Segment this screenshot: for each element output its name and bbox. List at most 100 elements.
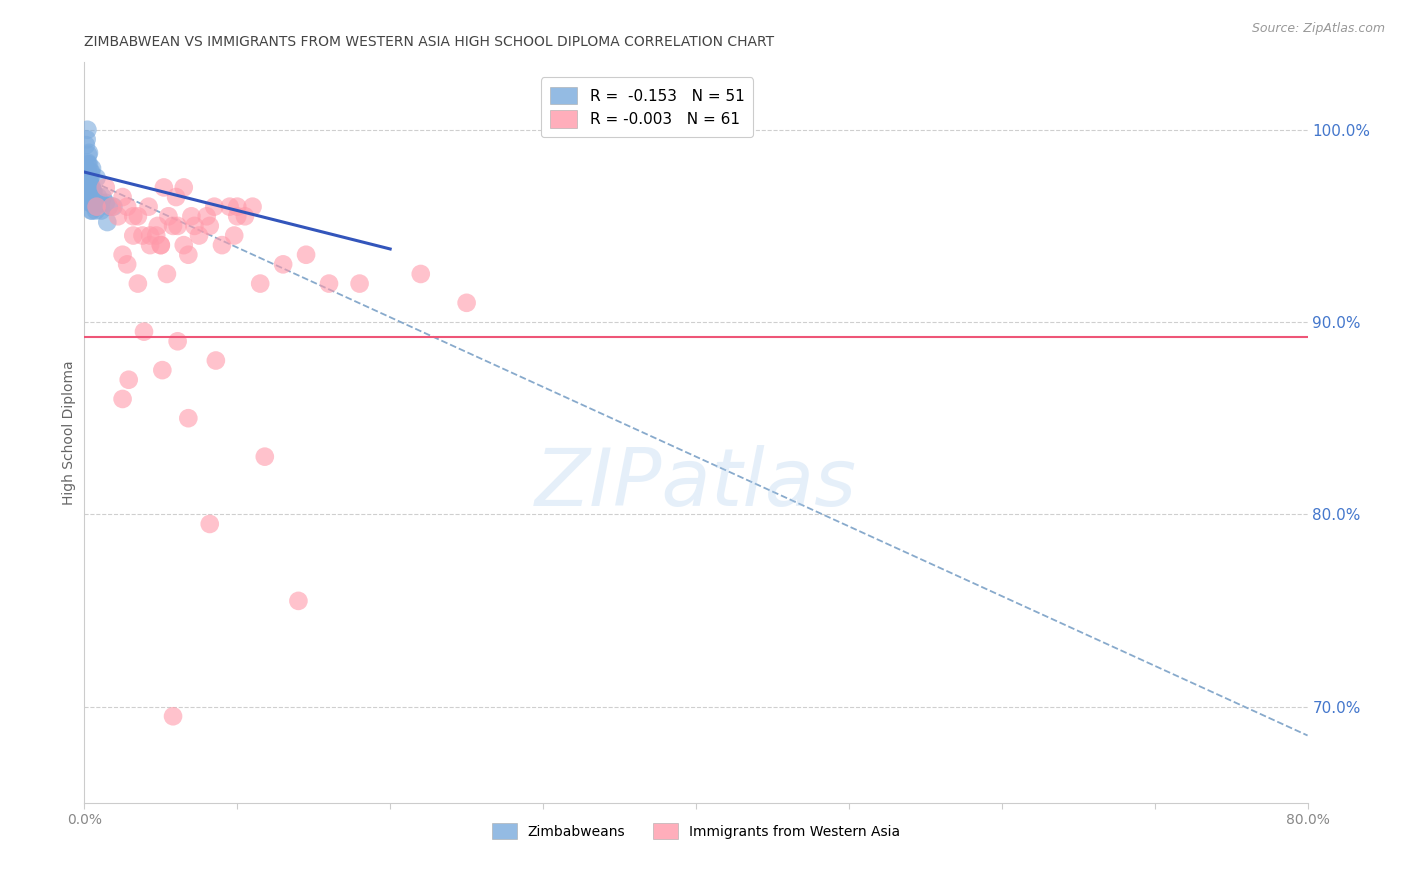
- Point: [90, 203, 112, 218]
- Point: [90, 195, 112, 210]
- Point: [87, 190, 110, 204]
- Point: [111, 190, 134, 204]
- Point: [654, 113, 676, 128]
- Point: [76, 163, 98, 178]
- Point: [180, 209, 202, 223]
- Point: [149, 238, 172, 252]
- Point: [242, 200, 264, 214]
- Text: ZIPatlas: ZIPatlas: [534, 445, 858, 524]
- Point: [103, 200, 125, 214]
- Point: [226, 200, 249, 214]
- Point: [198, 516, 221, 531]
- Point: [205, 353, 228, 368]
- Point: [409, 267, 432, 281]
- Point: [218, 200, 240, 214]
- Text: ZIMBABWEAN VS IMMIGRANTS FROM WESTERN ASIA HIGH SCHOOL DIPLOMA CORRELATION CHART: ZIMBABWEAN VS IMMIGRANTS FROM WESTERN AS…: [84, 35, 775, 49]
- Point: [166, 219, 188, 233]
- Point: [80, 203, 103, 218]
- Point: [86, 194, 108, 208]
- Point: [177, 411, 200, 425]
- Text: Source: ZipAtlas.com: Source: ZipAtlas.com: [1251, 22, 1385, 36]
- Point: [127, 209, 149, 223]
- Point: [77, 157, 100, 171]
- Point: [83, 195, 105, 210]
- Point: [79, 182, 101, 196]
- Point: [177, 248, 200, 262]
- Point: [80, 161, 103, 176]
- Point: [82, 190, 104, 204]
- Point: [198, 219, 221, 233]
- Point: [79, 190, 101, 204]
- Point: [94, 195, 117, 210]
- Point: [77, 173, 100, 187]
- Point: [80, 195, 103, 210]
- Point: [77, 173, 100, 187]
- Point: [173, 180, 195, 194]
- Point: [79, 182, 101, 196]
- Point: [115, 200, 138, 214]
- Point: [76, 155, 98, 169]
- Point: [165, 190, 187, 204]
- Point: [295, 248, 318, 262]
- Point: [75, 138, 97, 153]
- Point: [122, 209, 145, 223]
- Point: [80, 180, 103, 194]
- Point: [456, 295, 478, 310]
- Point: [76, 132, 98, 146]
- Point: [145, 228, 167, 243]
- Point: [149, 238, 172, 252]
- Point: [183, 219, 205, 233]
- Point: [150, 363, 173, 377]
- Point: [97, 200, 120, 214]
- Point: [91, 190, 114, 204]
- Point: [115, 257, 138, 271]
- Point: [271, 257, 294, 271]
- Point: [84, 203, 107, 218]
- Point: [83, 195, 105, 210]
- Point: [94, 180, 117, 194]
- Point: [77, 190, 100, 204]
- Point: [195, 209, 218, 223]
- Point: [80, 182, 103, 196]
- Point: [76, 173, 98, 187]
- Point: [79, 195, 101, 210]
- Point: [132, 325, 155, 339]
- Point: [86, 170, 108, 185]
- Point: [162, 219, 184, 233]
- Point: [79, 177, 101, 191]
- Point: [139, 238, 162, 252]
- Point: [153, 180, 176, 194]
- Point: [79, 165, 101, 179]
- Point: [79, 175, 101, 189]
- Point: [80, 203, 103, 218]
- Point: [146, 219, 169, 233]
- Point: [80, 195, 103, 210]
- Point: [76, 182, 98, 196]
- Point: [156, 267, 179, 281]
- Point: [131, 228, 153, 243]
- Point: [82, 184, 104, 198]
- Point: [287, 594, 309, 608]
- Point: [84, 200, 107, 214]
- Point: [139, 228, 162, 243]
- Point: [83, 184, 105, 198]
- Point: [86, 200, 108, 214]
- Point: [138, 200, 160, 214]
- Point: [80, 165, 103, 179]
- Point: [318, 277, 340, 291]
- Point: [79, 170, 101, 185]
- Point: [76, 157, 98, 171]
- Point: [253, 450, 276, 464]
- Point: [76, 122, 98, 136]
- Point: [166, 334, 188, 349]
- Point: [349, 277, 371, 291]
- Point: [111, 392, 134, 406]
- Point: [96, 215, 118, 229]
- Point: [118, 373, 141, 387]
- Y-axis label: High School Diploma: High School Diploma: [62, 360, 76, 505]
- Point: [224, 228, 246, 243]
- Point: [101, 200, 124, 214]
- Legend: Zimbabweans, Immigrants from Western Asia: Zimbabweans, Immigrants from Western Asi…: [484, 815, 908, 847]
- Point: [211, 238, 233, 252]
- Point: [107, 209, 129, 223]
